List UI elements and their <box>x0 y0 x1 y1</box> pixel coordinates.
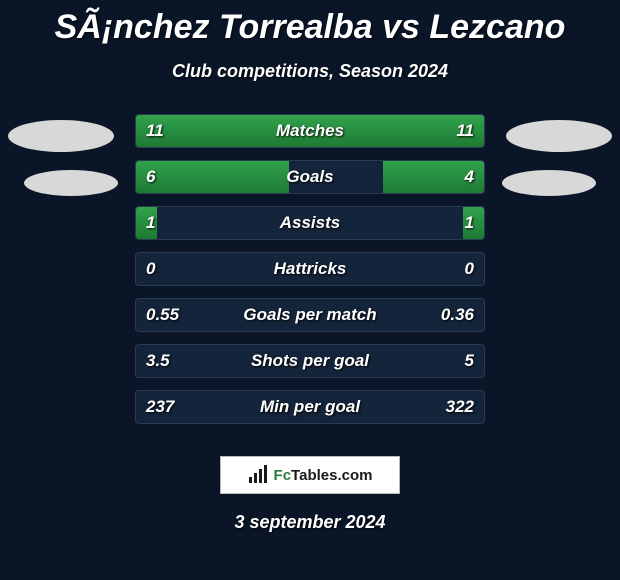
stat-label: Matches <box>136 115 484 147</box>
brand-prefix: Fc <box>274 467 292 484</box>
stat-row: 64Goals <box>135 160 485 194</box>
stat-row: 1111Matches <box>135 114 485 148</box>
stat-label: Assists <box>136 207 484 239</box>
stat-label: Goals <box>136 161 484 193</box>
page-title: SÃ¡nchez Torrealba vs Lezcano <box>0 0 620 47</box>
player-left-ellipse-2 <box>24 170 118 196</box>
stat-row: 3.55Shots per goal <box>135 344 485 378</box>
stat-row: 00Hattricks <box>135 252 485 286</box>
stats-area: 1111Matches 64Goals 11Assists 00Hattricks 0.… <box>0 114 620 434</box>
stat-rows: 1111Matches 64Goals 11Assists 00Hattricks 0.… <box>135 114 485 436</box>
stat-row: 0.550.36Goals per match <box>135 298 485 332</box>
player-right-ellipse-1 <box>506 120 612 152</box>
stat-label: Min per goal <box>136 391 484 423</box>
player-left-ellipse-1 <box>8 120 114 152</box>
footer-brand: FcTables.com <box>220 456 400 494</box>
stat-row: 11Assists <box>135 206 485 240</box>
footer-brand-text: FcTables.com <box>274 467 373 484</box>
stat-label: Hattricks <box>136 253 484 285</box>
brand-suffix: Tables.com <box>291 467 372 484</box>
stat-row: 237322Min per goal <box>135 390 485 424</box>
bar-chart-icon <box>248 465 268 485</box>
footer-date: 3 september 2024 <box>0 512 620 533</box>
stat-label: Shots per goal <box>136 345 484 377</box>
player-right-ellipse-2 <box>502 170 596 196</box>
stat-label: Goals per match <box>136 299 484 331</box>
page-subtitle: Club competitions, Season 2024 <box>0 61 620 82</box>
